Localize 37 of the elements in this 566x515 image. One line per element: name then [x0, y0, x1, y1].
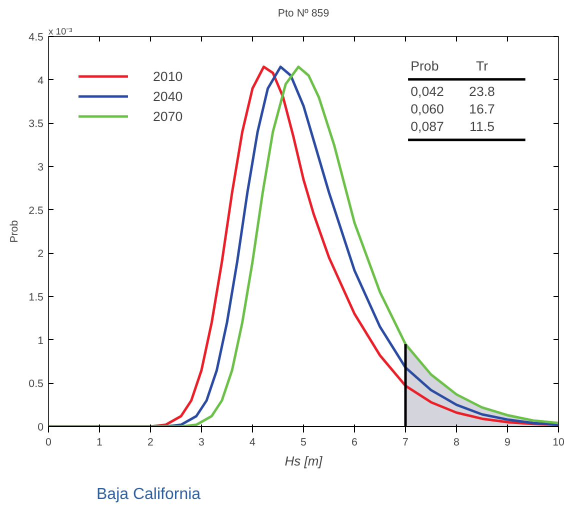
x-axis-title: Hs [m] — [284, 454, 323, 468]
annotation: x 10⁻³ — [48, 26, 72, 36]
annotation: Tr — [476, 58, 489, 74]
legend-label: 2040 — [153, 88, 183, 104]
annotation: 0,042 — [410, 84, 444, 100]
x-tick-label: 5 — [300, 436, 307, 448]
x-tick-label: 10 — [552, 436, 564, 448]
x-tick-label: 3 — [198, 436, 205, 448]
x-tick-label: 6 — [352, 436, 358, 448]
annotation: 0,087 — [410, 119, 444, 134]
x-tick-label: 1 — [96, 436, 103, 448]
x-tick-label: 7 — [402, 436, 409, 448]
x-tick-label: 0 — [46, 436, 52, 448]
y-tick-label: 3 — [38, 162, 44, 174]
y-tick-label: 1 — [38, 334, 44, 347]
y-axis-title: Prob — [8, 220, 21, 243]
annotation: 16.7 — [469, 102, 495, 117]
annotation: 23.8 — [469, 84, 495, 100]
x-tick-label: 4 — [250, 436, 256, 448]
legend-label: 2010 — [153, 68, 183, 84]
y-tick-label: 3.5 — [28, 118, 44, 130]
annotation: Prob — [410, 58, 439, 74]
y-tick-label: 4 — [38, 74, 44, 87]
y-tick-label: 2 — [38, 248, 44, 260]
x-tick-label: 2 — [148, 436, 154, 448]
chart-title: Pto Nº 859 — [278, 8, 330, 20]
y-tick-label: 2.5 — [28, 204, 44, 217]
y-tick-label: 1.5 — [28, 292, 44, 304]
legend-label: 2070 — [153, 108, 183, 124]
y-tick-label: 0.5 — [28, 378, 44, 390]
x-tick-label: 8 — [454, 436, 460, 448]
y-tick-label: 4.5 — [28, 32, 44, 44]
annotation: 0,060 — [410, 102, 444, 117]
annotation: 11.5 — [470, 119, 494, 134]
y-tick-label: 0 — [38, 422, 44, 434]
text: Baja California — [96, 486, 201, 503]
x-tick-label: 9 — [504, 436, 511, 448]
